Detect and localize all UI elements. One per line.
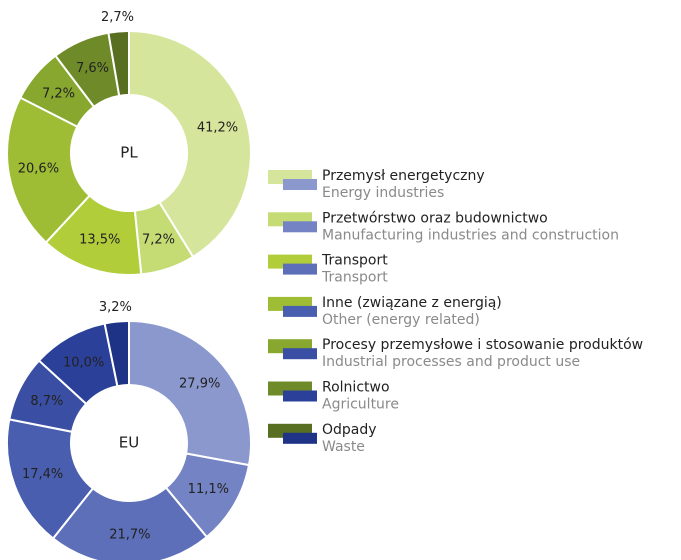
value-label: 41,2%	[197, 120, 238, 135]
donut-slice	[6, 96, 91, 244]
legend-swatch	[283, 263, 317, 275]
legend-swatch	[283, 390, 317, 402]
value-label: 13,5%	[79, 233, 120, 248]
donut-slice	[103, 319, 130, 388]
legend-label: Przetwórstwo oraz budownictwo	[322, 210, 548, 226]
legend-label: Procesy przemysłowe i stosowanie produkt…	[322, 337, 643, 353]
donut-slice	[128, 29, 252, 259]
legend-translation: Waste	[322, 439, 365, 455]
donut-slice	[51, 486, 209, 560]
donut-slice	[128, 319, 252, 467]
legend-translation: Agriculture	[322, 397, 399, 413]
center-label: EU	[119, 434, 139, 452]
value-label: 10,0%	[63, 355, 104, 370]
center-label: PL	[120, 144, 138, 162]
value-label: 7,6%	[76, 61, 109, 76]
value-label: 27,9%	[179, 377, 220, 392]
value-label: 21,7%	[109, 527, 150, 542]
legend-swatch	[283, 305, 317, 317]
legend-label: Transport	[321, 253, 388, 269]
value-label: 7,2%	[142, 233, 175, 248]
legend-label: Rolnictwo	[322, 380, 390, 396]
legend-label: Inne (związane z energią)	[322, 295, 502, 311]
legend-swatch	[283, 179, 317, 190]
donut-slice	[6, 418, 95, 540]
legend-swatch	[283, 432, 317, 444]
legend-translation: Transport	[321, 270, 388, 286]
value-label: 3,2%	[99, 300, 132, 315]
legend-label: Odpady	[322, 422, 377, 438]
legend-translation: Energy industries	[322, 185, 444, 201]
value-label: 7,2%	[42, 86, 75, 101]
legend-translation: Manufacturing industries and constructio…	[322, 227, 619, 243]
value-label: 8,7%	[30, 394, 63, 409]
legend-translation: Other (energy related)	[322, 312, 480, 328]
legend-translation: Industrial processes and product use	[322, 354, 580, 370]
value-label: 2,7%	[101, 10, 134, 25]
value-label: 17,4%	[22, 467, 63, 482]
value-label: 20,6%	[18, 162, 59, 177]
legend-swatch	[283, 348, 317, 360]
legend-label: Przemysł energetyczny	[322, 168, 485, 184]
legend-swatch	[283, 221, 317, 233]
value-label: 11,1%	[188, 482, 229, 497]
donut-slice	[107, 29, 130, 97]
